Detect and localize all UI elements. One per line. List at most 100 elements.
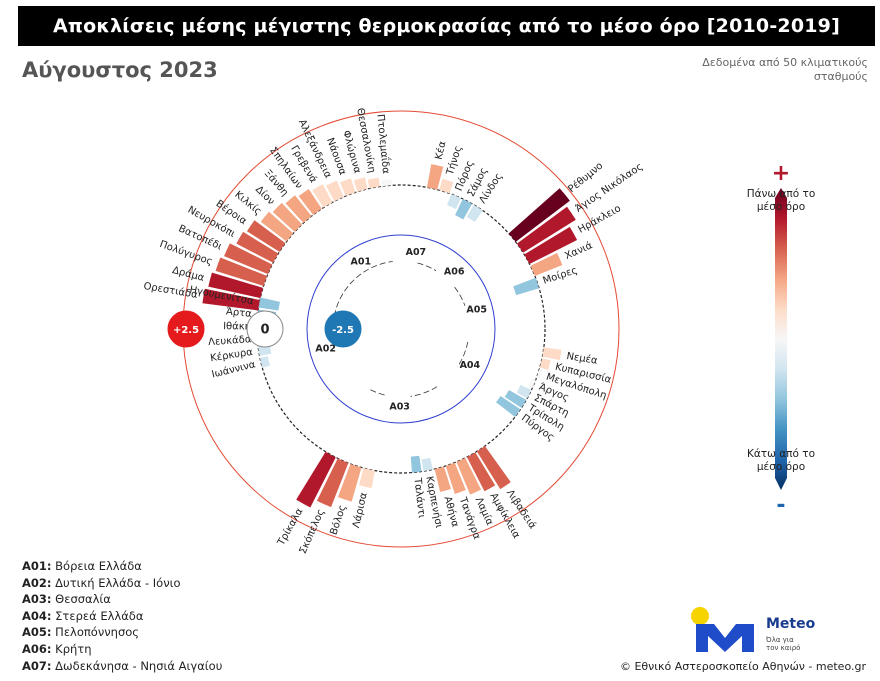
bar-a05-5: [504, 390, 527, 408]
bar-a06-2: [524, 226, 578, 265]
scale-marker: [324, 310, 362, 348]
legend-code: A02:: [22, 575, 52, 590]
ring-zero: [256, 184, 546, 474]
bar-a06-4: [513, 277, 540, 296]
bar-a01-1: [208, 272, 264, 299]
station-label: Κέα: [433, 140, 449, 161]
colorbar: [775, 188, 787, 490]
bar-a01-3: [224, 243, 273, 275]
group-arc-a05: [457, 341, 469, 368]
meteo-logo-slogan: Όλα για τον καιρό: [766, 636, 801, 652]
meteo-logo-icon: [691, 607, 754, 652]
station-label: Άρτα: [225, 305, 252, 320]
bar-a01-15: [381, 179, 393, 187]
scale-marker-label: +2.5: [173, 325, 199, 336]
bar-a06-3: [530, 252, 563, 276]
bar-a01-2: [215, 257, 268, 286]
bar-a05-3: [528, 378, 536, 389]
legend-name: Πελοπόννησος: [51, 625, 140, 640]
bar-a03-3: [296, 451, 336, 508]
legend-name: Στερεά Ελλάδα: [51, 608, 144, 623]
bar-a05-1: [539, 358, 551, 370]
bar-a04-4: [434, 466, 451, 493]
group-arc-a04: [410, 386, 438, 397]
bar-a01-13: [353, 177, 368, 192]
ring-minus: [306, 234, 496, 424]
station-label: Άγιος Νικόλαος: [573, 161, 645, 215]
legend-code: A01:: [22, 559, 52, 573]
bar-a02-5: [258, 297, 280, 311]
station-label: Λευκάδα: [208, 333, 252, 348]
bar-a04-3: [445, 462, 466, 495]
bar-a01-0: [202, 288, 260, 311]
legend-code: A04:: [22, 608, 52, 623]
scale-marker-label: -2.5: [332, 325, 354, 336]
meteo-logo: Meteo Όλα για τον καιρό: [690, 606, 830, 656]
bar-a01-4: [236, 231, 279, 263]
scale-marker: [246, 310, 284, 348]
bar-a06-1: [516, 206, 576, 253]
legend-item: A05: Πελοπόννησος: [22, 624, 222, 641]
station-label: Λάρισα: [350, 491, 370, 529]
scale-marker-label: 0: [260, 323, 269, 338]
bar-a01-5: [246, 220, 286, 252]
bar-a04-6: [410, 455, 422, 473]
legend-item: A06: Κρήτη: [22, 641, 222, 658]
bar-a02-1: [257, 344, 272, 356]
bar-a04-1: [466, 452, 496, 492]
bar-a05-4: [516, 384, 532, 399]
legend-item: A07: Δωδεκάνησα - Νησιά Αιγαίου: [22, 658, 222, 675]
bar-a03-1: [337, 463, 362, 502]
bar-a01-6: [260, 211, 294, 242]
group-code-label: A07: [406, 247, 427, 258]
station-label: Ιθάκη: [223, 320, 251, 332]
bar-a01-11: [326, 180, 344, 202]
bar-a01-8: [285, 195, 312, 224]
chart-title: Αποκλίσεις μέσης μέγιστης θερμοκρασίας α…: [18, 6, 875, 46]
group-arc-a06: [454, 286, 466, 306]
group-code-label: A02: [315, 344, 336, 355]
bar-a01-10: [312, 184, 333, 208]
bar-a05-6: [496, 395, 521, 417]
group-code-label: A04: [460, 360, 481, 371]
bar-a02-0: [259, 356, 271, 368]
bar-a06-0: [508, 188, 570, 242]
bar-a07-3: [455, 198, 473, 220]
bar-a05-2: [536, 369, 543, 380]
colorbar-plus-label: +: [772, 161, 790, 186]
legend-name: Βόρεια Ελλάδα: [51, 559, 142, 573]
legend-name: Δυτική Ελλάδα - Ιόνιο: [51, 575, 181, 590]
bar-a01-9: [298, 189, 322, 215]
group-code-label: A06: [444, 266, 465, 277]
station-label: Νεμέα: [566, 350, 599, 367]
legend-name: Κρήτη: [51, 641, 92, 656]
bar-a03-2: [316, 458, 349, 508]
copyright-footer: © Εθνικό Αστεροσκοπείο Αθηνών - meteo.gr: [619, 660, 866, 673]
colorbar-top-label: Πάνω από το μέσο όρο: [746, 188, 816, 213]
group-code-label: A03: [389, 401, 410, 412]
legend-code: A05:: [22, 625, 52, 640]
bar-a07-2: [447, 194, 461, 209]
station-label: Πτολεμαΐδα: [374, 113, 394, 175]
legend-code: A07:: [22, 658, 52, 673]
bar-a03-0: [358, 468, 375, 489]
group-code-label: A05: [466, 305, 487, 316]
bar-a01-7: [272, 202, 303, 232]
bar-a04-5: [421, 457, 433, 472]
legend-code: A03:: [22, 592, 52, 607]
colorbar-bottom-label: Κάτω από το μέσο όρο: [746, 448, 815, 473]
legend-item: A02: Δυτική Ελλάδα - Ιόνιο: [22, 575, 222, 592]
group-arc-a07: [417, 262, 437, 272]
bar-a04-0: [476, 446, 511, 490]
group-arc-a03: [368, 388, 385, 396]
group-arc-a01: [333, 261, 393, 317]
legend-item: A01: Βόρεια Ελλάδα: [22, 558, 222, 575]
station-label: Βόλος: [328, 503, 349, 536]
bar-a04-2: [456, 457, 482, 495]
legend-item: A03: Θεσσαλία: [22, 591, 222, 608]
bar-a01-14: [367, 177, 380, 189]
station-label: Ταλάντι: [411, 476, 428, 519]
bar-a01-12: [339, 178, 356, 197]
scale-marker: [167, 310, 205, 348]
